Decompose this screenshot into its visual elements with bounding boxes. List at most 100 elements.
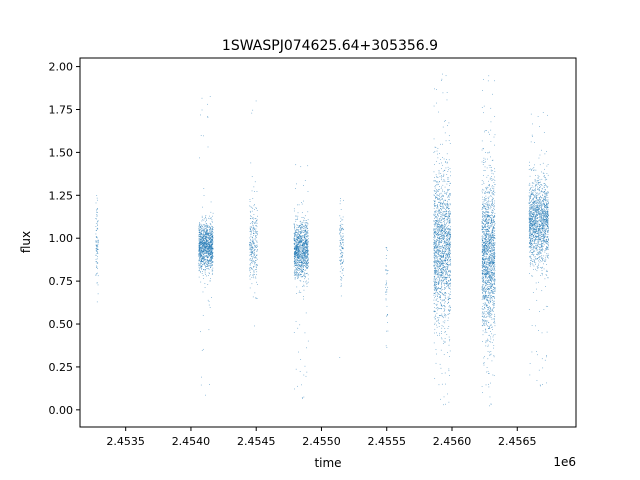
data-point <box>298 248 300 250</box>
data-point <box>306 255 307 256</box>
data-point <box>444 295 446 296</box>
data-point <box>340 283 342 285</box>
data-point <box>434 292 436 294</box>
data-point <box>485 229 487 230</box>
data-point <box>343 229 344 230</box>
data-point <box>441 244 443 246</box>
data-point <box>488 184 490 186</box>
data-point <box>441 271 443 273</box>
data-point <box>438 288 439 289</box>
data-point <box>210 227 211 228</box>
data-point <box>300 268 302 270</box>
data-point <box>210 237 212 239</box>
data-point <box>254 246 256 248</box>
data-point <box>492 329 493 330</box>
data-point <box>485 212 486 214</box>
data-point <box>303 253 305 255</box>
data-point <box>494 303 495 304</box>
data-point <box>444 190 445 192</box>
data-point <box>487 192 489 194</box>
data-point <box>198 243 200 244</box>
data-point <box>306 224 308 226</box>
data-point <box>441 232 443 234</box>
data-point <box>97 253 99 254</box>
data-point <box>201 252 203 254</box>
data-point <box>301 253 303 254</box>
data-point <box>208 254 210 255</box>
data-point <box>445 281 447 282</box>
data-point <box>442 218 444 220</box>
data-point <box>209 265 210 267</box>
data-point <box>484 220 486 222</box>
data-point <box>295 274 297 276</box>
data-point <box>198 263 200 265</box>
data-point <box>443 299 444 301</box>
data-point <box>305 251 307 253</box>
data-point <box>211 246 212 248</box>
data-point <box>491 278 493 280</box>
data-point <box>483 205 485 206</box>
data-point <box>249 244 251 245</box>
data-point <box>203 238 205 240</box>
data-point <box>447 196 448 198</box>
data-point <box>448 297 450 299</box>
data-point <box>210 253 212 255</box>
data-point <box>492 256 494 257</box>
data-point <box>442 232 444 233</box>
data-point <box>444 257 446 259</box>
data-point <box>198 259 200 261</box>
data-point <box>434 283 435 285</box>
data-point <box>210 239 212 240</box>
data-point <box>435 299 437 300</box>
data-point <box>199 240 200 242</box>
data-point <box>448 240 450 242</box>
data-point <box>253 265 255 267</box>
data-point <box>441 196 442 198</box>
data-point <box>448 302 449 304</box>
data-point <box>296 241 297 243</box>
data-point <box>445 204 447 205</box>
data-point <box>295 248 297 249</box>
data-point <box>437 261 439 262</box>
data-point <box>441 300 443 302</box>
data-point <box>490 276 491 278</box>
data-point <box>444 241 445 242</box>
data-point <box>201 350 203 351</box>
data-point <box>208 262 210 264</box>
data-point <box>249 245 251 247</box>
data-point <box>257 249 258 251</box>
data-point <box>439 238 441 240</box>
data-point <box>443 199 445 201</box>
data-point <box>440 233 442 235</box>
data-point <box>211 253 212 255</box>
data-point <box>437 272 438 274</box>
data-point <box>488 306 490 307</box>
data-point <box>485 253 487 255</box>
data-point <box>342 248 344 250</box>
data-point <box>302 225 304 227</box>
data-point <box>448 368 450 370</box>
data-point <box>97 244 98 246</box>
data-point <box>250 251 252 252</box>
data-point <box>448 253 449 255</box>
data-point <box>489 248 491 250</box>
data-point <box>207 248 208 250</box>
data-point <box>297 240 299 242</box>
data-point <box>447 244 449 245</box>
data-point <box>301 255 303 257</box>
data-point <box>97 263 99 264</box>
data-point <box>296 259 298 261</box>
data-point <box>448 211 450 212</box>
data-point <box>494 215 496 217</box>
data-point <box>207 266 209 267</box>
data-point <box>438 274 440 276</box>
data-point <box>209 254 211 256</box>
data-point <box>212 251 214 253</box>
data-point <box>210 234 211 236</box>
data-point <box>199 157 200 159</box>
data-point <box>296 273 297 275</box>
data-point <box>445 271 447 273</box>
data-point <box>441 206 443 208</box>
data-point <box>441 229 442 231</box>
data-point <box>205 238 206 240</box>
